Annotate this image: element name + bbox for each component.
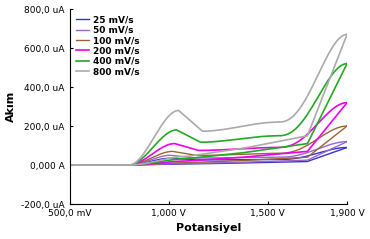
25 mV/s (278, 158, 282, 161)
800 mV/s (229, 127, 233, 130)
200 mV/s (229, 148, 233, 151)
200 mV/s (345, 101, 349, 104)
200 mV/s (278, 146, 282, 149)
400 mV/s (229, 139, 233, 141)
800 mV/s (84, 164, 89, 167)
800 mV/s (306, 92, 311, 95)
Line: 800 mV/s: 800 mV/s (70, 34, 347, 165)
Line: 200 mV/s: 200 mV/s (70, 103, 347, 165)
400 mV/s (67, 164, 72, 167)
25 mV/s (229, 158, 233, 161)
Line: 100 mV/s: 100 mV/s (70, 126, 347, 165)
400 mV/s (345, 62, 349, 65)
25 mV/s (345, 146, 349, 149)
100 mV/s (236, 153, 240, 156)
400 mV/s (236, 138, 240, 141)
Line: 50 mV/s: 50 mV/s (70, 142, 347, 165)
25 mV/s (67, 164, 72, 167)
25 mV/s (236, 158, 240, 161)
50 mV/s (244, 156, 249, 159)
50 mV/s (278, 156, 282, 159)
800 mV/s (67, 164, 72, 167)
100 mV/s (244, 153, 249, 156)
200 mV/s (306, 132, 311, 135)
200 mV/s (236, 147, 240, 150)
Line: 400 mV/s: 400 mV/s (70, 64, 347, 165)
Line: 25 mV/s: 25 mV/s (70, 147, 347, 165)
25 mV/s (244, 158, 249, 161)
400 mV/s (244, 137, 249, 140)
100 mV/s (278, 152, 282, 155)
800 mV/s (244, 124, 249, 127)
50 mV/s (67, 164, 72, 167)
Legend: 25 mV/s, 50 mV/s, 100 mV/s, 200 mV/s, 400 mV/s, 800 mV/s: 25 mV/s, 50 mV/s, 100 mV/s, 200 mV/s, 40… (74, 14, 142, 78)
200 mV/s (67, 164, 72, 167)
25 mV/s (306, 154, 311, 157)
800 mV/s (345, 33, 349, 36)
400 mV/s (84, 164, 89, 167)
50 mV/s (229, 156, 233, 159)
200 mV/s (244, 147, 249, 150)
50 mV/s (345, 140, 349, 143)
200 mV/s (84, 164, 89, 167)
100 mV/s (67, 164, 72, 167)
25 mV/s (84, 164, 89, 167)
100 mV/s (306, 143, 311, 146)
Y-axis label: Akım: Akım (6, 91, 16, 122)
50 mV/s (236, 156, 240, 159)
400 mV/s (278, 134, 282, 137)
50 mV/s (306, 151, 311, 154)
400 mV/s (306, 111, 311, 114)
800 mV/s (236, 125, 240, 128)
100 mV/s (229, 153, 233, 156)
100 mV/s (84, 164, 89, 167)
X-axis label: Potansiyel: Potansiyel (176, 223, 241, 234)
800 mV/s (278, 121, 282, 124)
100 mV/s (345, 125, 349, 127)
50 mV/s (84, 164, 89, 167)
